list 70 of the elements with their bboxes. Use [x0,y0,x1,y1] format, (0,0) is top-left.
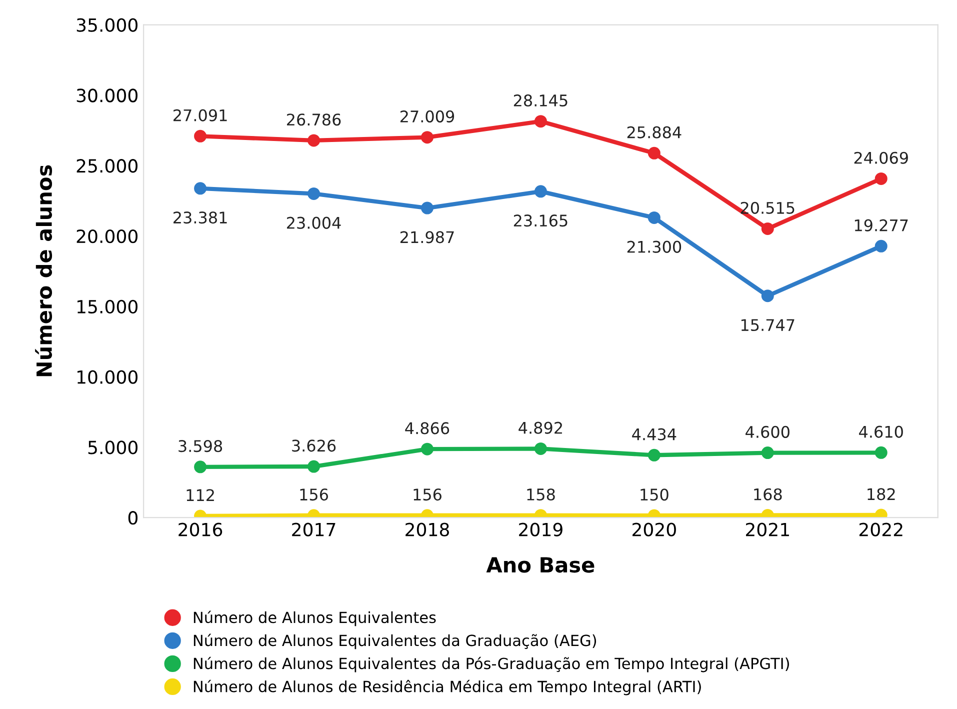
point [194,130,207,142]
data-label: 26.786 [286,114,341,126]
data-label: 19.277 [854,219,908,232]
data-label: 23.381 [174,212,227,224]
data-label: 4.866 [405,422,450,434]
y-tick-label: 0 [128,511,138,525]
x-tick-label: 2022 [859,522,902,536]
point [648,448,660,462]
y-tick-label: 30.000 [76,88,138,102]
point [420,442,434,456]
point [194,182,207,195]
data-label: 112 [186,489,214,501]
data-label: 182 [868,488,895,500]
data-label: 156 [414,488,442,501]
data-label: 4.892 [518,422,562,434]
point [648,146,660,160]
point [308,134,320,147]
point [420,202,434,214]
data-label: 150 [640,488,668,501]
y-tick-label: 5.000 [88,440,138,454]
point [308,187,320,200]
y-tick-label: 15.000 [77,300,138,314]
point [874,446,888,459]
data-label: 4.434 [632,428,676,440]
data-label: 27.009 [400,110,454,123]
data-label: 23.004 [286,216,341,229]
point [761,290,774,302]
x-tick-label: 2016 [178,522,222,536]
point [874,172,888,185]
x-tick-label: 2017 [292,522,336,536]
data-label: 15.747 [741,319,794,332]
legend-label: Número de Alunos Equivalentes da Pós-Graduação em Tempo Integral (APGTI) [194,656,789,672]
data-label: 25.884 [627,126,682,138]
data-label: 4.600 [746,426,790,438]
x-tick-label: 2021 [746,522,789,536]
data-label: 168 [754,488,782,500]
y-tick-label: 20.000 [76,229,138,244]
data-label: 3.626 [292,440,336,452]
legend-label: Número de Alunos de Residência Médica em Tempo Integral (ARTI) [194,680,701,696]
data-label: 20.515 [740,202,794,214]
point [761,222,774,235]
x-tick-label: 2020 [632,522,676,536]
data-label: 3.598 [178,440,222,452]
data-label: 156 [300,488,328,501]
data-label: 21.987 [400,231,454,244]
point [420,131,434,144]
point [534,185,547,198]
data-label: 28.145 [514,94,568,107]
point [534,115,547,128]
y-axis-title: Número de alunos [35,165,52,376]
point [648,211,660,224]
x-tick-label: 2019 [519,522,562,536]
data-label: 24.069 [854,152,908,164]
data-label: 27.091 [174,109,227,122]
point [534,442,547,455]
point [761,446,774,460]
y-tick-label: 25.000 [76,159,138,173]
x-axis-title: Ano Base [486,557,594,573]
data-label: 4.610 [859,426,903,438]
data-label: 21.300 [627,240,682,253]
legend-label: Número de Alunos Equivalentes da Graduação (AEG) [194,634,596,650]
y-tick-label: 10.000 [77,370,138,384]
point [308,460,320,473]
x-tick-label: 2018 [406,522,449,536]
legend-label: Número de Alunos Equivalentes [194,610,436,626]
point [194,460,207,474]
data-label: 158 [527,488,555,501]
point [874,240,888,252]
y-tick-label: 35.000 [76,18,138,32]
data-label: 23.165 [514,214,568,227]
